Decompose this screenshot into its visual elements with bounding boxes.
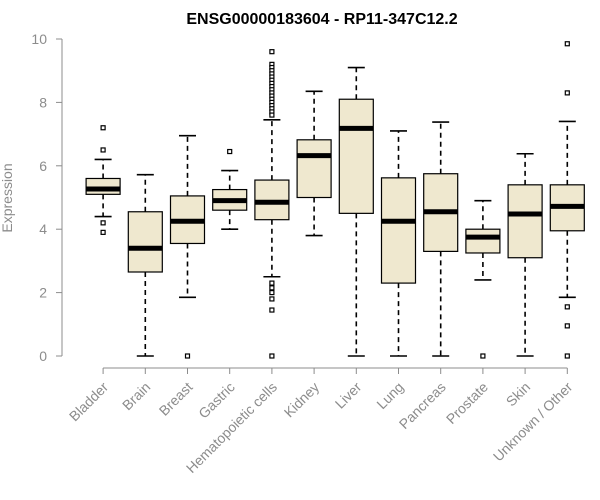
outlier-point bbox=[269, 296, 275, 302]
outlier-point bbox=[564, 323, 570, 329]
outlier-point bbox=[227, 148, 233, 155]
box-8 bbox=[423, 121, 459, 357]
outlier-point bbox=[564, 304, 570, 310]
y-tick-label: 6 bbox=[39, 158, 47, 174]
chart-title: ENSG00000183604 - RP11-347C12.2 bbox=[186, 11, 457, 28]
box-3 bbox=[212, 148, 248, 230]
y-axis: 0 2 4 6 8 10 bbox=[31, 31, 63, 364]
box-2 bbox=[169, 134, 206, 359]
outlier-point bbox=[100, 229, 106, 235]
outlier-point bbox=[269, 112, 275, 118]
box-iqr bbox=[380, 177, 417, 284]
box-0 bbox=[85, 125, 121, 235]
box-9 bbox=[465, 199, 501, 359]
outlier-point bbox=[564, 90, 570, 96]
outlier-point bbox=[269, 307, 275, 313]
outlier-point bbox=[269, 290, 275, 296]
outlier-point bbox=[100, 125, 106, 131]
box-iqr bbox=[338, 98, 374, 214]
box-5 bbox=[296, 90, 332, 237]
x-tick-label: Prostate bbox=[443, 379, 491, 427]
y-tick-label: 0 bbox=[39, 348, 47, 364]
x-tick-label: Breast bbox=[156, 379, 196, 419]
outlier-point bbox=[269, 49, 275, 55]
x-tick-label: Liver bbox=[332, 379, 365, 412]
y-tick-label: 8 bbox=[39, 94, 47, 110]
outlier-point bbox=[480, 353, 486, 359]
box-6 bbox=[338, 66, 374, 357]
x-tick-label: Bladder bbox=[66, 379, 112, 425]
x-tick-label: Skin bbox=[503, 379, 534, 410]
outlier-point bbox=[564, 41, 570, 47]
x-tick-label: Kidney bbox=[281, 379, 323, 421]
box-iqr bbox=[85, 177, 121, 195]
box-7 bbox=[380, 130, 417, 357]
outlier-point bbox=[184, 353, 191, 359]
outlier-point bbox=[100, 147, 106, 153]
box-10 bbox=[507, 152, 543, 357]
box-iqr bbox=[127, 211, 163, 273]
boxes-group bbox=[85, 41, 585, 359]
y-tick-label: 2 bbox=[39, 285, 47, 301]
outlier-point bbox=[269, 280, 275, 286]
box-11 bbox=[549, 41, 585, 359]
outlier-point bbox=[100, 220, 106, 226]
y-axis-label: Expression bbox=[0, 163, 15, 232]
outlier-point bbox=[269, 353, 275, 359]
x-tick-label: Brain bbox=[119, 379, 153, 413]
box-iqr bbox=[296, 139, 332, 199]
box-1 bbox=[127, 173, 163, 357]
x-tick-label: Pancreas bbox=[396, 379, 449, 432]
outlier-point bbox=[269, 285, 275, 291]
y-tick-label: 10 bbox=[31, 31, 47, 47]
x-tick-label: Lung bbox=[373, 379, 406, 412]
y-tick-label: 4 bbox=[39, 221, 47, 237]
box-4 bbox=[254, 49, 290, 359]
box-iqr bbox=[507, 184, 543, 259]
x-tick-label: Unknown / Other bbox=[490, 379, 576, 465]
outlier-point bbox=[564, 353, 570, 359]
box-iqr bbox=[465, 228, 501, 254]
